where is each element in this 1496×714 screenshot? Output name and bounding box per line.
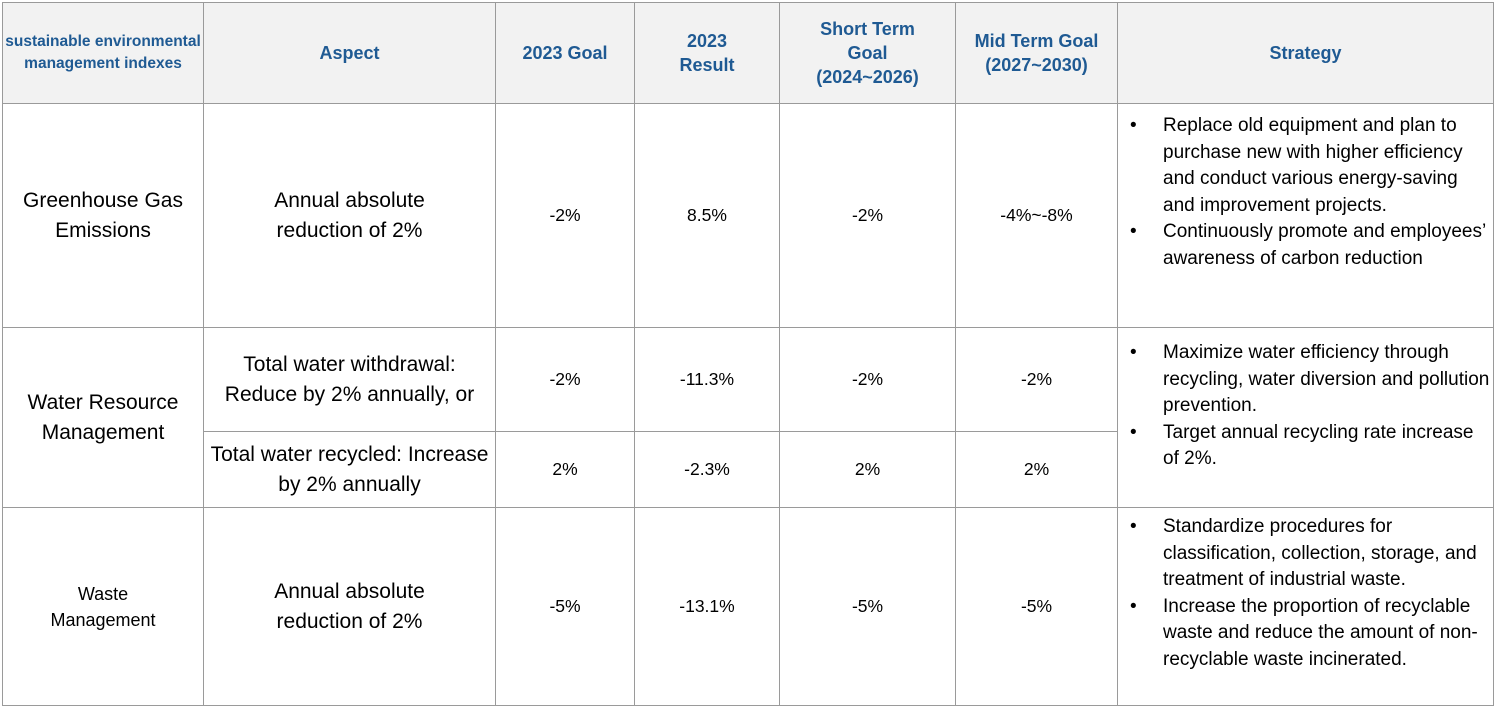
table-row: Waste Management Annual absolute reducti… [2, 507, 1494, 706]
strategy-list: Replace old equipment and plan to purcha… [1118, 113, 1493, 272]
result-2023-cell: -2.3% [634, 431, 780, 508]
goal-2023-cell: -2% [495, 327, 635, 432]
strategy-item: Replace old equipment and plan to purcha… [1118, 113, 1493, 219]
mid-term-cell: -2% [955, 327, 1118, 432]
short-term-cell: -5% [779, 507, 956, 706]
strategy-cell: Replace old equipment and plan to purcha… [1117, 103, 1494, 328]
header-aspect: Aspect [203, 2, 496, 104]
strategy-cell: Standardize procedures for classificatio… [1117, 507, 1494, 706]
goal-2023-cell: -5% [495, 507, 635, 706]
strategy-item: Continuously promote and employees’ awar… [1118, 219, 1493, 272]
table-row: Total water recycled: Increase by 2% ann… [3, 431, 1494, 508]
result-2023-cell: -11.3% [634, 327, 780, 432]
strategy-item: Target annual recycling rate increase of… [1118, 420, 1493, 473]
header-indexes: sustainable environmental management ind… [2, 2, 204, 104]
strategy-list: Standardize procedures for classificatio… [1118, 514, 1493, 673]
result-2023-cell: -13.1% [634, 507, 780, 706]
header-row: sustainable environmental management ind… [2, 2, 1494, 104]
mid-term-cell: -5% [955, 507, 1118, 706]
short-term-cell: -2% [779, 103, 956, 328]
strategy-item: Maximize water efficiency through recycl… [1118, 340, 1493, 420]
header-strategy: Strategy [1117, 2, 1494, 104]
aspect-cell: Total water withdrawal: Reduce by 2% ann… [203, 327, 496, 432]
table-row: Water Resource Management Total water wi… [2, 327, 1494, 508]
header-2023-result: 2023 Result [634, 2, 780, 104]
table-row: Greenhouse Gas Emissions Annual absolute… [2, 103, 1494, 328]
aspect-cell: Total water recycled: Increase by 2% ann… [203, 431, 496, 508]
goal-2023-cell: -2% [495, 103, 635, 328]
mid-term-cell: 2% [955, 431, 1118, 508]
aspect-cell: Annual absolute reduction of 2% [203, 507, 496, 706]
index-cell: Water Resource Management [2, 327, 204, 508]
result-2023-cell: 8.5% [634, 103, 780, 328]
mid-term-cell: -4%~-8% [955, 103, 1118, 328]
strategy-list: Maximize water efficiency through recycl… [1118, 340, 1493, 473]
index-cell: Greenhouse Gas Emissions [2, 103, 204, 328]
strategy-item: Increase the proportion of recyclable wa… [1118, 594, 1493, 674]
strategy-item: Standardize procedures for classificatio… [1118, 514, 1493, 594]
header-2023-goal: 2023 Goal [495, 2, 635, 104]
goal-2023-cell: 2% [495, 431, 635, 508]
aspect-cell: Annual absolute reduction of 2% [203, 103, 496, 328]
strategy-cell: Maximize water efficiency through recycl… [1117, 327, 1494, 508]
short-term-cell: -2% [779, 327, 956, 432]
short-term-cell: 2% [779, 431, 956, 508]
header-short-term-goal: Short Term Goal (2024~2026) [779, 2, 956, 104]
header-mid-term-goal: Mid Term Goal (2027~2030) [955, 2, 1118, 104]
index-cell: Waste Management [2, 507, 204, 706]
